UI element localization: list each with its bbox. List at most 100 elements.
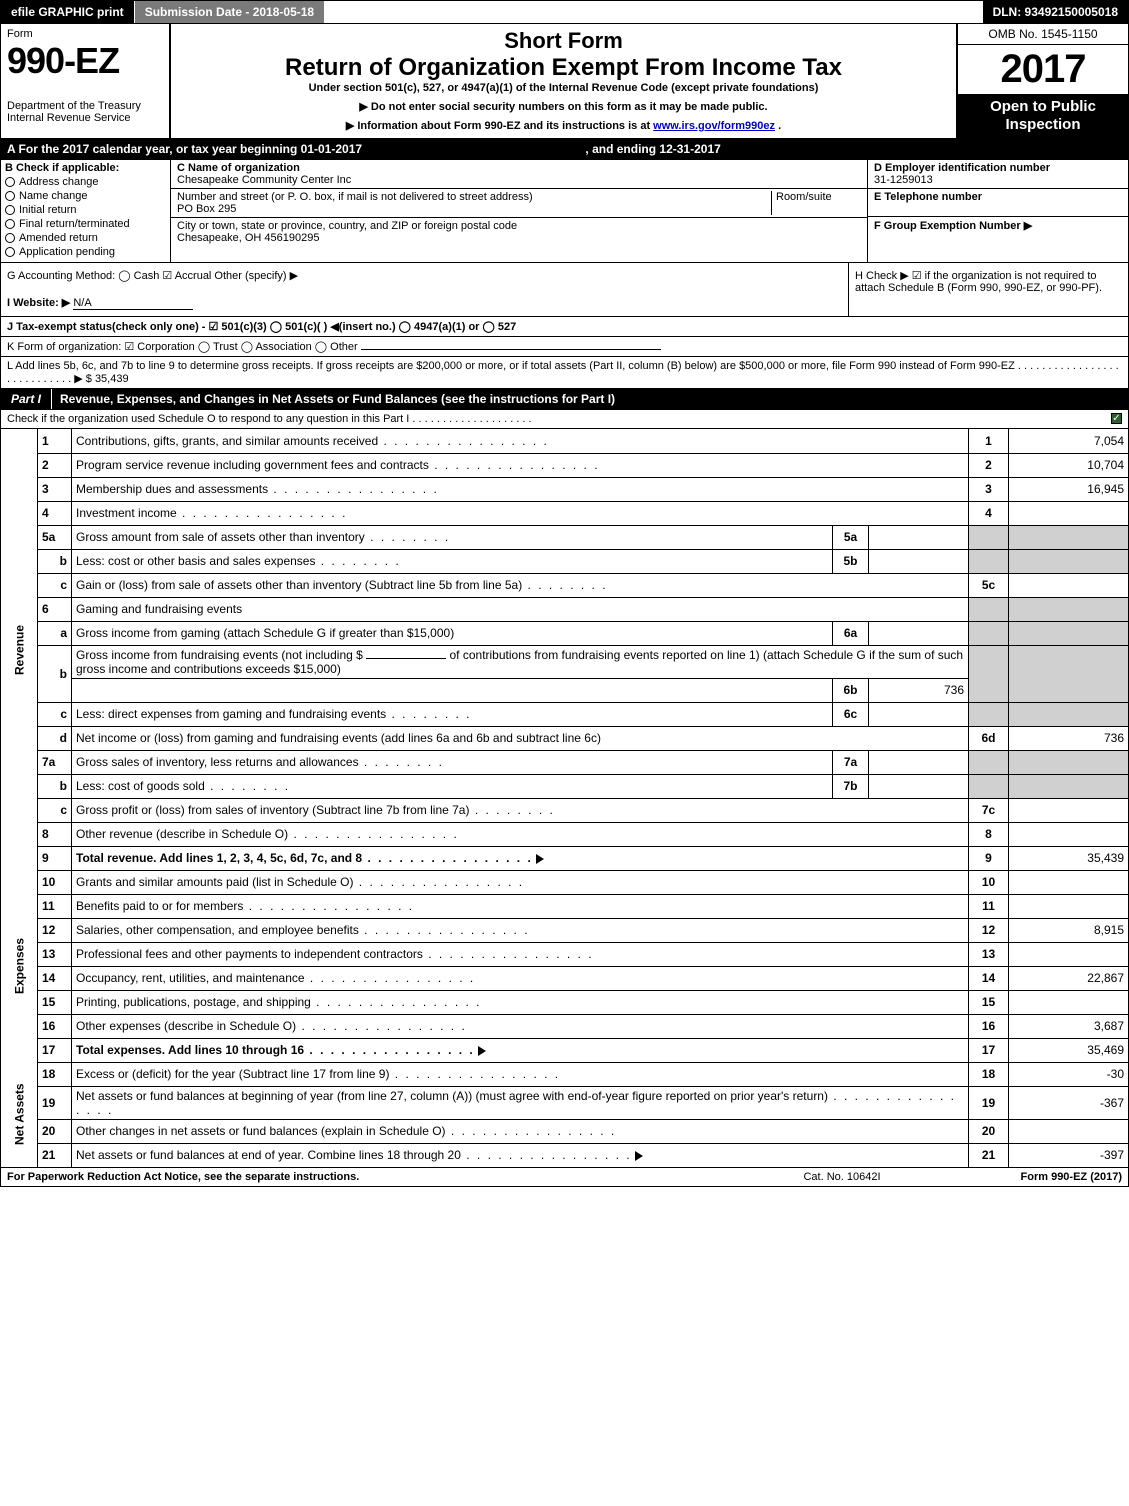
line-7b-shade-val: [1009, 774, 1129, 798]
gross-receipts-value: 35,439: [95, 373, 129, 385]
line-6b-pre: Gross income from fundraising events (no…: [76, 648, 363, 662]
line-16-val: 3,687: [1009, 1014, 1129, 1038]
line-17-val: 35,469: [1009, 1038, 1129, 1062]
line-3-desc: Membership dues and assessments: [76, 482, 439, 496]
line-4-num: 4: [38, 501, 72, 525]
form-word: Form: [7, 28, 163, 40]
tax-exempt-status: J Tax-exempt status(check only one) - ☑ …: [7, 321, 516, 333]
line-10-lbl: 10: [969, 870, 1009, 894]
line-16-desc: Other expenses (describe in Schedule O): [76, 1019, 467, 1033]
address-label: Number and street (or P. O. box, if mail…: [177, 191, 771, 203]
line-17-num: 17: [38, 1038, 72, 1062]
line-7c: c Gross profit or (loss) from sales of i…: [1, 798, 1129, 822]
line-20-val: [1009, 1119, 1129, 1143]
line-4-lbl: 4: [969, 501, 1009, 525]
line-5b-desc: Less: cost or other basis and sales expe…: [76, 554, 401, 568]
line-21-num: 21: [38, 1143, 72, 1167]
line-13: 13 Professional fees and other payments …: [1, 942, 1129, 966]
form-of-organization: K Form of organization: ☑ Corporation ◯ …: [7, 341, 358, 353]
line-6b-num: b: [38, 645, 72, 702]
line-18-lbl: 18: [969, 1062, 1009, 1086]
line-7a: 7a Gross sales of inventory, less return…: [1, 750, 1129, 774]
top-bar: efile GRAPHIC print Submission Date - 20…: [0, 0, 1129, 24]
check-name-change[interactable]: Name change: [5, 190, 166, 202]
check-initial-return[interactable]: Initial return: [5, 204, 166, 216]
row-l: L Add lines 5b, 6c, and 7b to line 9 to …: [0, 357, 1129, 389]
part-1-number: Part I: [1, 389, 52, 409]
irs-link[interactable]: www.irs.gov/form990ez: [653, 120, 775, 132]
line-6-shade-val: [1009, 597, 1129, 621]
part-1-checkbox[interactable]: ✓: [1111, 413, 1122, 424]
return-title: Return of Organization Exempt From Incom…: [179, 54, 948, 82]
check-address-change-label: Address change: [19, 176, 99, 188]
line-6d-num: d: [38, 726, 72, 750]
line-9-val: 35,439: [1009, 846, 1129, 870]
check-address-change[interactable]: Address change: [5, 176, 166, 188]
check-application-pending-label: Application pending: [19, 246, 115, 258]
line-5b-mini-val: [869, 549, 969, 573]
line-3: 3 Membership dues and assessments 3 16,9…: [1, 477, 1129, 501]
line-2-num: 2: [38, 453, 72, 477]
line-7c-lbl: 7c: [969, 798, 1009, 822]
line-6b-mini-val: 736: [869, 678, 969, 702]
line-19-val: -367: [1009, 1086, 1129, 1119]
line-7b: b Less: cost of goods sold 7b: [1, 774, 1129, 798]
line-8-lbl: 8: [969, 822, 1009, 846]
line-21-desc: Net assets or fund balances at end of ye…: [76, 1148, 632, 1162]
line-15-lbl: 15: [969, 990, 1009, 1014]
warning-line-1: ▶ Do not enter social security numbers o…: [179, 100, 948, 113]
line-15-val: [1009, 990, 1129, 1014]
line-9-lbl: 9: [969, 846, 1009, 870]
line-9-desc: Total revenue. Add lines 1, 2, 3, 4, 5c,…: [76, 851, 533, 865]
line-6b-desc-1: Gross income from fundraising events (no…: [72, 645, 969, 678]
irs-label: Internal Revenue Service: [7, 112, 163, 124]
check-final-return[interactable]: Final return/terminated: [5, 218, 166, 230]
website-label: I Website: ▶: [7, 297, 70, 309]
efile-print-button[interactable]: efile GRAPHIC print: [1, 1, 135, 23]
line-11-num: 11: [38, 894, 72, 918]
city-row: City or town, state or province, country…: [171, 218, 867, 246]
part-1-title: Revenue, Expenses, and Changes in Net As…: [52, 389, 1128, 409]
line-14-num: 14: [38, 966, 72, 990]
line-5a-desc: Gross amount from sale of assets other t…: [76, 530, 450, 544]
line-8-num: 8: [38, 822, 72, 846]
info-grid: B Check if applicable: Address change Na…: [0, 160, 1129, 263]
line-5b: b Less: cost or other basis and sales ex…: [1, 549, 1129, 573]
ein-label: D Employer identification number: [874, 162, 1122, 174]
line-16-lbl: 16: [969, 1014, 1009, 1038]
group-exemption-label: F Group Exemption Number ▶: [874, 219, 1122, 232]
line-18-num: 18: [38, 1062, 72, 1086]
org-name-label: C Name of organization: [177, 162, 861, 174]
line-3-num: 3: [38, 477, 72, 501]
line-19-num: 19: [38, 1086, 72, 1119]
line-6-desc: Gaming and fundraising events: [72, 597, 969, 621]
accounting-method: G Accounting Method: ◯ Cash ☑ Accrual Ot…: [7, 269, 842, 282]
header-mid: Short Form Return of Organization Exempt…: [171, 24, 958, 138]
line-6c-num: c: [38, 702, 72, 726]
box-e: E Telephone number: [868, 189, 1128, 217]
line-7c-num: c: [38, 798, 72, 822]
line-19: 19 Net assets or fund balances at beginn…: [1, 1086, 1129, 1119]
line-11-desc: Benefits paid to or for members: [76, 899, 414, 913]
line-6d: d Net income or (loss) from gaming and f…: [1, 726, 1129, 750]
city-value: Chesapeake, OH 456190295: [177, 232, 861, 244]
line-3-lbl: 3: [969, 477, 1009, 501]
row-gi: G Accounting Method: ◯ Cash ☑ Accrual Ot…: [1, 263, 848, 316]
submission-date-button[interactable]: Submission Date - 2018-05-18: [135, 1, 325, 23]
other-org-blank: [361, 349, 661, 350]
info-line-pre: ▶ Information about Form 990-EZ and its …: [346, 120, 653, 132]
line-6d-desc: Net income or (loss) from gaming and fun…: [72, 726, 969, 750]
line-7b-shade: [969, 774, 1009, 798]
line-7a-num: 7a: [38, 750, 72, 774]
line-10-desc: Grants and similar amounts paid (list in…: [76, 875, 524, 889]
line-12-num: 12: [38, 918, 72, 942]
line-6a-mini-lbl: 6a: [833, 621, 869, 645]
check-amended-return[interactable]: Amended return: [5, 232, 166, 244]
line-6b-2: 6b 736: [1, 678, 1129, 702]
check-application-pending[interactable]: Application pending: [5, 246, 166, 258]
line-7b-mini-val: [869, 774, 969, 798]
header-right: OMB No. 1545-1150 2017 Open to Public In…: [958, 24, 1128, 138]
gross-receipts-text: L Add lines 5b, 6c, and 7b to line 9 to …: [7, 360, 1119, 385]
line-5c-val: [1009, 573, 1129, 597]
box-c: C Name of organization Chesapeake Commun…: [171, 160, 868, 262]
